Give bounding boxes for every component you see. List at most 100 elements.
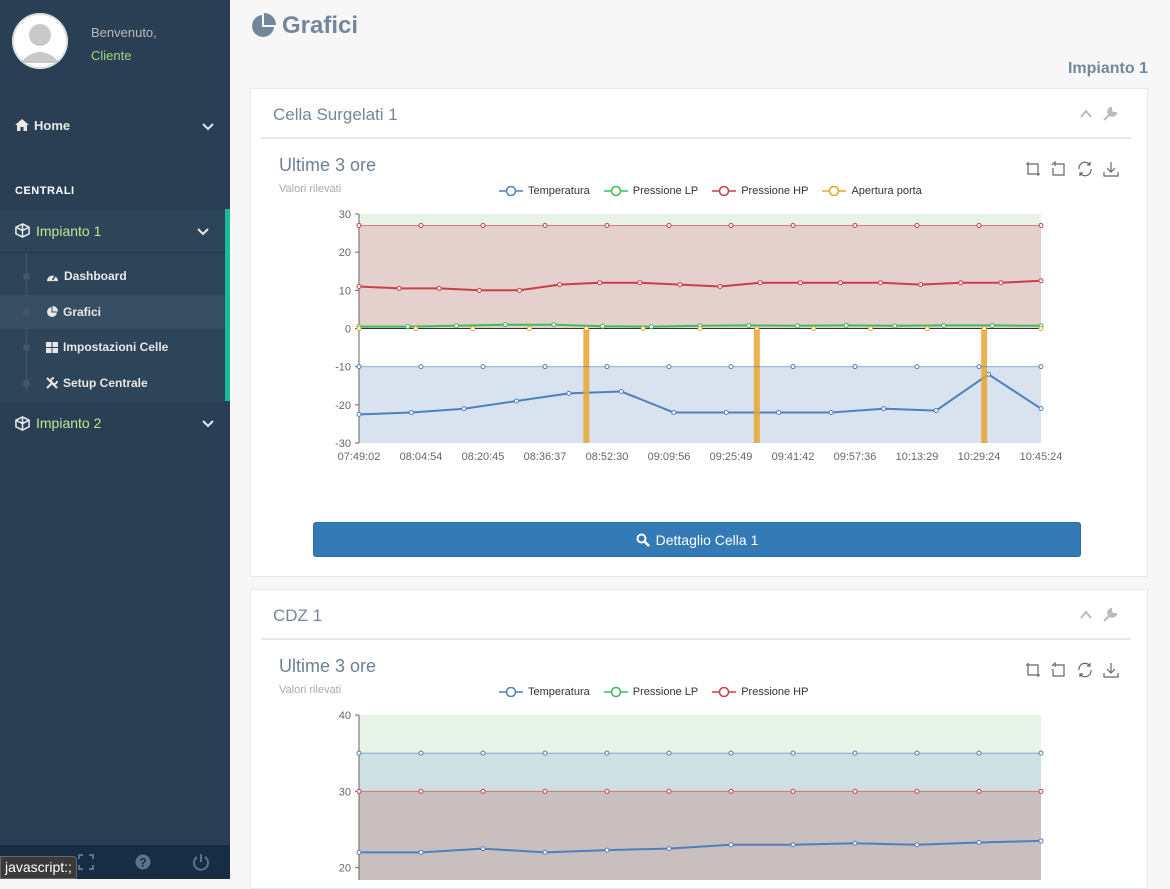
- avatar[interactable]: [12, 13, 68, 69]
- power-icon[interactable]: [192, 853, 210, 871]
- fullscreen-icon[interactable]: [77, 854, 94, 870]
- legend-item-pressione-hp[interactable]: Pressione HP: [712, 185, 808, 197]
- data-point: [542, 788, 548, 794]
- y-tick-label: 20: [339, 863, 351, 875]
- chart-subtitle: Valori rilevati: [279, 183, 342, 195]
- zoom-select-icon[interactable]: [1025, 662, 1041, 678]
- door-open-bar: [753, 328, 760, 443]
- zoom-select-icon[interactable]: [1025, 161, 1041, 177]
- refresh-icon[interactable]: [1077, 161, 1093, 177]
- data-point: [666, 788, 672, 794]
- data-point: [356, 364, 362, 370]
- y-tick-label: -30: [335, 438, 351, 450]
- door-open-bar: [981, 328, 988, 443]
- legend-item-pressione-hp[interactable]: Pressione HP: [712, 686, 808, 698]
- dashboard-icon: [47, 274, 58, 281]
- y-tick-label: -10: [335, 362, 351, 374]
- data-point: [461, 406, 467, 412]
- collapse-icon[interactable]: [1079, 608, 1093, 622]
- plant1-group: Impianto 1 Dashboard Grafici Impostazion…: [0, 209, 230, 401]
- data-point: [418, 750, 424, 756]
- wrench-icon[interactable]: [1103, 107, 1117, 121]
- data-point: [1038, 750, 1044, 756]
- legend-item-pressione-lp[interactable]: Pressione LP: [603, 185, 699, 197]
- data-point: [717, 284, 723, 290]
- sidebar-item-dashboard[interactable]: Dashboard: [0, 259, 225, 293]
- data-point: [513, 398, 519, 404]
- download-icon[interactable]: [1103, 161, 1119, 177]
- help-icon[interactable]: ?: [135, 854, 151, 870]
- data-point: [828, 409, 834, 415]
- chevron-down-icon: [202, 123, 214, 131]
- data-point: [356, 788, 362, 794]
- legend-item-pressione-lp[interactable]: Pressione LP: [603, 686, 698, 698]
- nav-home-label: Home: [34, 117, 71, 133]
- submenu-dot: [23, 309, 30, 316]
- data-point: [677, 282, 683, 288]
- y-tick-label: -20: [335, 400, 351, 412]
- legend-label: Temperatura: [528, 686, 590, 698]
- data-point: [604, 364, 610, 370]
- data-point: [728, 750, 734, 756]
- data-point: [671, 409, 677, 415]
- sidebar: Benvenuto, Cliente Home CENTRALI Impiant…: [0, 0, 230, 879]
- data-point: [728, 788, 734, 794]
- legend-item-temperatura[interactable]: Temperatura: [499, 686, 590, 698]
- panel-tools: [1079, 608, 1117, 622]
- legend-item-temperatura[interactable]: Temperatura: [499, 185, 590, 197]
- threshold-band: [359, 214, 1041, 226]
- welcome-text: Benvenuto,: [91, 25, 157, 40]
- page-title-text: Grafici: [282, 12, 359, 39]
- y-tick-label: 20: [339, 247, 351, 259]
- data-point: [790, 364, 796, 370]
- data-point: [542, 364, 548, 370]
- data-point: [436, 285, 442, 291]
- panel-divider: [261, 638, 1131, 640]
- legend-marker-icon: [603, 687, 628, 697]
- x-tick-label: 08:52:30: [586, 451, 629, 463]
- collapse-icon[interactable]: [1079, 107, 1093, 121]
- sidebar-item-impianto1[interactable]: Impianto 1: [0, 209, 225, 253]
- data-point: [728, 222, 734, 228]
- legend-item-apertura-porta[interactable]: Apertura porta: [822, 185, 922, 197]
- data-point: [356, 284, 362, 290]
- cube-icon: [15, 223, 30, 238]
- sidebar-item-setup-centrale[interactable]: Setup Centrale: [0, 366, 225, 400]
- data-point: [640, 326, 646, 331]
- detail-button[interactable]: Dettaglio Cella 1: [313, 522, 1081, 557]
- data-point: [1038, 788, 1044, 794]
- download-icon[interactable]: [1103, 662, 1119, 678]
- data-point: [356, 750, 362, 756]
- sidebar-item-grafici[interactable]: Grafici: [0, 295, 225, 329]
- sidebar-item-impostazioni-celle[interactable]: Impostazioni Celle: [0, 330, 225, 364]
- chevron-down-icon: [197, 228, 209, 236]
- series-line: [358, 279, 1042, 292]
- data-point: [746, 322, 752, 328]
- x-tick-label: 09:57:36: [834, 451, 877, 463]
- data-point: [723, 409, 729, 415]
- data-point: [981, 326, 987, 331]
- submenu-dot: [23, 273, 30, 280]
- sidebar-item-label: Impianto 1: [36, 222, 102, 239]
- sidebar-item-impianto2[interactable]: Impianto 2: [0, 405, 230, 441]
- panel-cella-surgelati-1: Cella Surgelati 1 Ultime 3 ore Valori ri…: [250, 88, 1148, 577]
- sidebar-item-label: Setup Centrale: [63, 376, 148, 390]
- chart-title: Ultime 3 ore: [279, 155, 377, 175]
- section-title-centrali: CENTRALI: [15, 185, 75, 197]
- wrench-icon[interactable]: [1103, 608, 1117, 622]
- data-point: [356, 222, 362, 228]
- zoom-reset-icon[interactable]: [1051, 662, 1067, 678]
- data-point: [1038, 222, 1044, 228]
- panel-title: CDZ 1: [273, 606, 323, 625]
- y-tick-label: 30: [339, 786, 351, 798]
- nav-home[interactable]: Home: [0, 108, 230, 142]
- submenu-dot: [23, 380, 30, 387]
- sidebar-item-label: Impianto 2: [36, 415, 102, 431]
- data-point: [618, 388, 624, 394]
- data-point: [976, 364, 982, 370]
- zoom-reset-icon[interactable]: [1051, 161, 1067, 177]
- legend-label: Pressione LP: [632, 185, 699, 197]
- data-point: [790, 222, 796, 228]
- refresh-icon[interactable]: [1077, 662, 1093, 678]
